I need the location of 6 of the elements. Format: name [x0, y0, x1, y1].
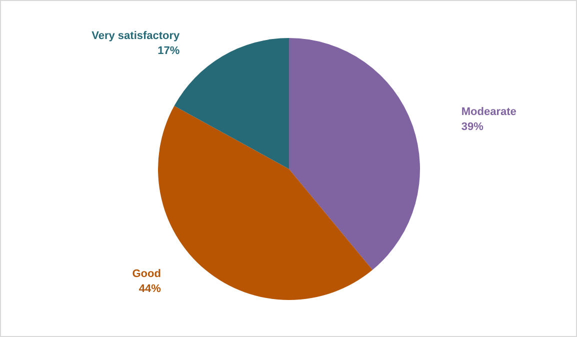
data-label: 39% [461, 121, 484, 134]
data-label: 44% [138, 282, 162, 295]
slice-label: Very satisfactory [92, 30, 181, 42]
slice-label: Good [132, 268, 161, 280]
data-label: 17% [158, 44, 180, 57]
slice-label: Modearate [461, 106, 516, 118]
